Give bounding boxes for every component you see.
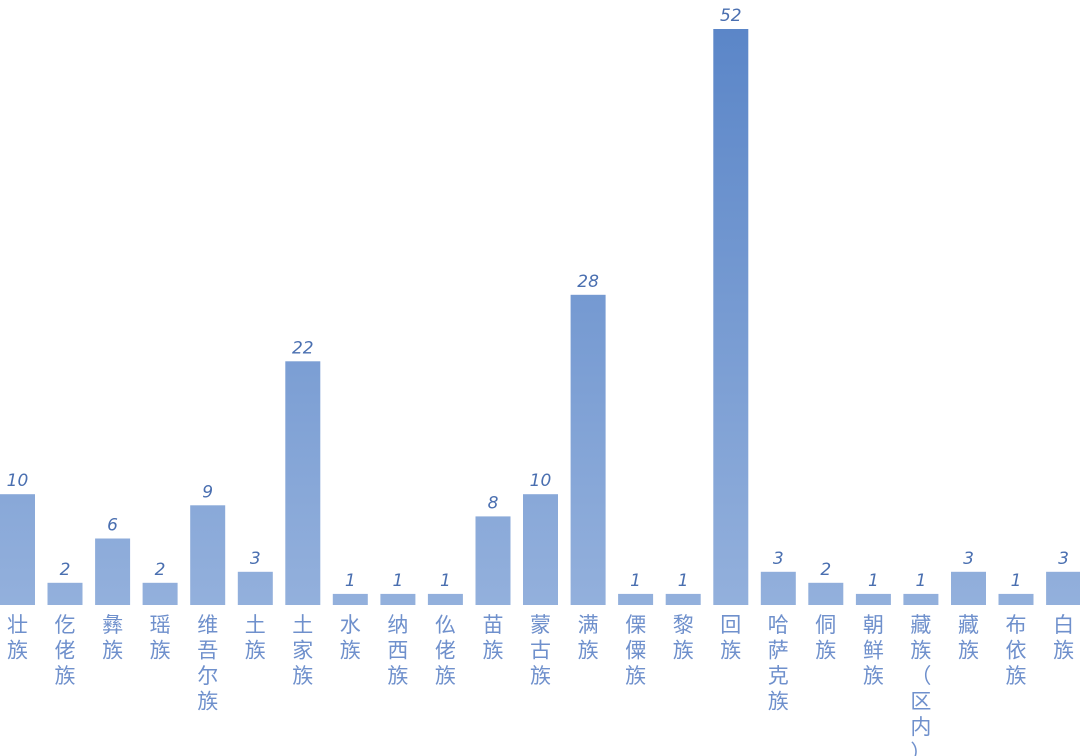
category-label-2: 彝族 (102, 613, 123, 663)
value-label-1: 2 (60, 560, 71, 580)
bar-18 (855, 593, 891, 605)
bar-7 (332, 593, 368, 605)
value-label-12: 28 (577, 272, 599, 292)
category-label-14: 黎族 (673, 613, 694, 663)
category-label-9: 仫佬族 (435, 613, 456, 688)
bar-11 (523, 494, 558, 605)
bar-19 (903, 593, 939, 605)
category-label-15: 回族 (720, 613, 741, 663)
bar-16 (760, 571, 796, 605)
value-label-16: 3 (773, 549, 784, 569)
value-label-20: 3 (963, 549, 974, 569)
value-label-14: 1 (678, 571, 689, 591)
bar-21 (998, 593, 1034, 605)
value-label-15: 52 (720, 6, 742, 26)
bar-10 (475, 516, 511, 605)
value-label-6: 22 (292, 338, 314, 358)
category-label-3: 瑶族 (150, 613, 171, 663)
category-label-5: 土族 (245, 613, 266, 663)
bar-12 (570, 294, 606, 605)
category-label-18: 朝鲜族 (863, 613, 884, 688)
category-label-22: 白族 (1053, 613, 1074, 663)
bar-20 (951, 571, 986, 605)
category-label-1: 仡佬族 (55, 613, 76, 688)
category-label-12: 满族 (578, 613, 599, 663)
category-label-0: 壮族 (7, 613, 28, 663)
bar-17 (808, 582, 844, 605)
value-label-17: 2 (820, 560, 831, 580)
bar-15 (713, 29, 749, 605)
bar-8 (380, 593, 416, 605)
value-label-8: 1 (392, 571, 403, 591)
bar-1 (47, 582, 83, 605)
value-label-13: 1 (630, 571, 641, 591)
value-label-22: 3 (1058, 549, 1069, 569)
bar-5 (237, 571, 273, 605)
value-label-18: 1 (868, 571, 879, 591)
value-label-9: 1 (440, 571, 451, 591)
value-label-0: 10 (7, 471, 29, 491)
bar-9 (427, 593, 463, 605)
value-label-3: 2 (155, 560, 166, 580)
bar-0 (0, 494, 35, 605)
category-label-19: 藏族（区内） (910, 613, 931, 756)
value-label-4: 9 (202, 482, 213, 502)
category-label-6: 土家族 (292, 613, 313, 688)
value-labels-group: 10 2 6 2 9 3 22 1 1 1 8 10 28 1 1 52 3 2 1 1 3 1 3 (7, 6, 1069, 591)
bars-group (0, 29, 1080, 605)
bar-6 (285, 361, 321, 605)
bar-4 (190, 505, 226, 605)
value-label-21: 1 (1011, 571, 1022, 591)
category-label-10: 苗族 (483, 613, 504, 663)
bar-14 (665, 593, 701, 605)
category-label-13: 傈僳族 (625, 613, 646, 688)
bar-3 (142, 582, 178, 605)
category-label-8: 纳西族 (387, 613, 408, 688)
category-label-7: 水族 (340, 613, 361, 663)
value-label-2: 6 (107, 516, 118, 536)
category-label-17: 侗族 (815, 613, 836, 663)
value-label-7: 1 (345, 571, 356, 591)
bar-2 (95, 538, 131, 605)
bar-13 (618, 593, 654, 605)
value-label-5: 3 (250, 549, 261, 569)
value-label-19: 1 (915, 571, 926, 591)
category-label-21: 布依族 (1006, 613, 1027, 688)
bar-22 (1046, 571, 1080, 605)
category-label-4: 维吾尔族 (197, 613, 218, 714)
value-label-10: 8 (488, 493, 499, 513)
category-label-11: 蒙古族 (530, 613, 551, 688)
value-label-11: 10 (530, 471, 552, 491)
category-label-20: 藏族 (958, 613, 979, 663)
category-label-16: 哈萨克族 (768, 613, 789, 714)
